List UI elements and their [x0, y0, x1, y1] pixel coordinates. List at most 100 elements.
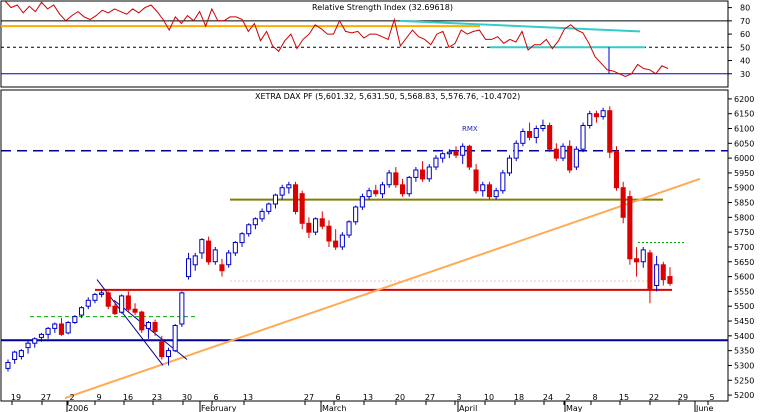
candle-body	[105, 292, 111, 307]
x-tick-label: 23	[152, 393, 162, 402]
candle-body	[272, 194, 278, 205]
candle-body	[212, 249, 218, 263]
candle-body	[533, 128, 539, 138]
price-tick-label: 5450	[734, 317, 754, 326]
candle-body	[5, 362, 11, 369]
rsi-cyan-trendline	[399, 19, 641, 33]
x-tick-label: 10	[484, 393, 494, 402]
candle-body	[333, 240, 339, 248]
price-tick-label: 5700	[734, 243, 754, 252]
candle-body	[547, 125, 553, 150]
x-tick-label: 27	[425, 393, 435, 402]
candle-body	[85, 299, 91, 307]
x-tick-label: 6	[213, 393, 218, 402]
candle-body	[92, 293, 98, 301]
rmx-annotation: RMX	[462, 125, 478, 133]
candle-body	[326, 225, 332, 242]
candle-body	[219, 264, 225, 272]
candle-body	[420, 169, 426, 180]
price-tick-label: 5250	[734, 376, 754, 385]
price-tick-label: 5400	[734, 332, 754, 341]
candle-body	[573, 148, 579, 168]
candle-body	[580, 125, 586, 150]
candle-body	[32, 338, 38, 344]
x-tick-label: 13	[243, 393, 253, 402]
candle-body	[232, 242, 238, 254]
month-label: May	[566, 404, 583, 412]
candle-body	[607, 110, 613, 153]
candle-body	[172, 325, 178, 352]
candle-body	[165, 350, 171, 358]
candle-body	[527, 131, 533, 138]
price-tick-label: 5200	[734, 391, 754, 400]
rsi-tick-label: 40	[740, 57, 750, 66]
candle-body	[199, 239, 205, 254]
month-label: June	[695, 404, 714, 412]
price-panel: XETRA DAX PF (5,601.32, 5,631.50, 5,568.…	[0, 89, 754, 402]
candle-body	[667, 276, 673, 284]
candle-body	[553, 148, 559, 159]
candle-body	[473, 169, 479, 192]
month-label: February	[201, 404, 237, 412]
price-tick-label: 6200	[734, 95, 754, 104]
candle-body	[647, 252, 653, 289]
price-tick-label: 5800	[734, 213, 754, 222]
candle-body	[593, 113, 600, 118]
rsi-tick-label: 50	[740, 43, 750, 52]
price-tick-label: 6000	[734, 154, 754, 163]
rsi-tick-label: 70	[740, 17, 750, 26]
candle-body	[654, 264, 660, 286]
candle-body	[466, 145, 472, 168]
candle-body	[72, 316, 78, 324]
candle-body	[145, 322, 151, 329]
candle-body	[386, 172, 392, 186]
candle-body	[45, 327, 51, 335]
candle-body	[453, 151, 459, 156]
price-tick-label: 6150	[734, 110, 754, 119]
candle-body	[587, 113, 593, 126]
candle-body	[513, 142, 519, 159]
candle-body	[426, 166, 432, 180]
candle-body	[99, 292, 105, 295]
price-frame	[0, 89, 729, 402]
x-tick-label: 29	[678, 393, 688, 402]
x-tick-label: 27	[41, 393, 51, 402]
candle-body	[239, 233, 245, 244]
candle-body	[353, 206, 359, 223]
candle-body	[620, 187, 626, 218]
candle-body	[506, 157, 512, 174]
candle-body	[480, 184, 486, 192]
candle-body	[206, 240, 212, 263]
x-tick-label: 19	[11, 393, 21, 402]
candle-body	[500, 172, 506, 192]
price-tick-label: 5850	[734, 199, 754, 208]
x-tick-label: 16	[123, 393, 133, 402]
candle-body	[634, 258, 640, 263]
candle-body	[266, 203, 272, 212]
candle-body	[65, 322, 71, 334]
candle-body	[286, 184, 292, 189]
candle-body	[132, 308, 138, 313]
rsi-tick-label: 80	[740, 4, 750, 13]
price-tick-label: 5950	[734, 169, 754, 178]
candle-body	[313, 218, 319, 233]
rsi-frame	[0, 0, 729, 88]
x-tick-label: 15	[619, 393, 629, 402]
x-axis: 19 27 2 9 16 23 30 6 13 27 6 13 20 27 3 10 18 24 2 8 15 22 29 5…	[11, 393, 715, 412]
price-tick-label: 5350	[734, 347, 754, 356]
rsi-title: Relative Strength Index (32.69618)	[312, 3, 453, 12]
price-tick-label: 5600	[734, 273, 754, 282]
candle-body	[400, 184, 406, 195]
price-tick-label: 5900	[734, 184, 754, 193]
candle-body	[493, 190, 499, 198]
candle-body	[440, 153, 446, 159]
candle-body	[38, 333, 45, 338]
price-tick-label: 5300	[734, 361, 754, 370]
candle-body	[346, 221, 352, 236]
candle-body	[393, 172, 399, 186]
price-title: XETRA DAX PF (5,601.32, 5,631.50, 5,568.…	[255, 92, 520, 101]
candle-body	[246, 224, 252, 235]
candle-body	[373, 190, 379, 195]
candle-body	[52, 323, 58, 329]
rsi-tick-label: 30	[740, 70, 750, 79]
